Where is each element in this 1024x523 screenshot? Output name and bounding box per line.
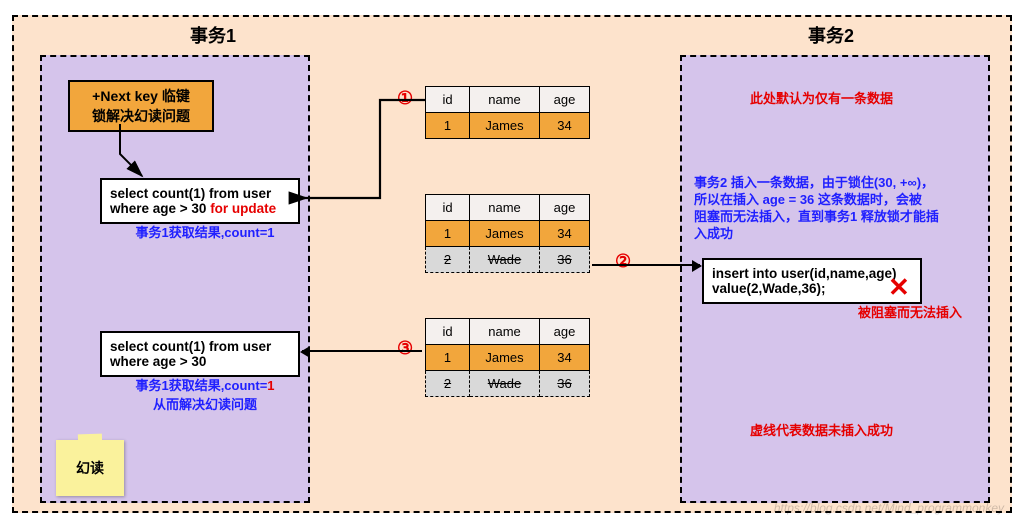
- th-age: age: [540, 319, 590, 345]
- cap3-a: 事务1获取结果,count=: [135, 378, 267, 393]
- step-3-icon: ③: [397, 338, 413, 359]
- td-id: 2: [426, 371, 470, 397]
- td-age: 36: [540, 247, 590, 273]
- th-id: id: [426, 319, 470, 345]
- para-l1: 事务2 插入一条数据，由于锁住(30, +∞)，: [694, 175, 934, 190]
- table-2: idnameage 1James34 2Wade36: [425, 194, 590, 273]
- td-name: James: [470, 345, 540, 371]
- watermark: https://blog.csdn.net/Mind_programmonkey: [774, 501, 1004, 515]
- caption-sql3: 事务1获取结果,count=1 从而解决幻读问题: [110, 375, 300, 413]
- table-row-dashed: 2Wade36: [426, 371, 590, 397]
- table-row: 1James34: [426, 113, 590, 139]
- td-age: 34: [540, 345, 590, 371]
- td-name: Wade: [470, 247, 540, 273]
- sql2-l1: insert into user(id,name,age): [712, 266, 897, 281]
- th-id: id: [426, 87, 470, 113]
- td-name: James: [470, 113, 540, 139]
- cap3-b: 1: [267, 378, 274, 393]
- cap3-c: 从而解决幻读问题: [153, 397, 257, 412]
- table-3-header: idnameage: [426, 319, 590, 345]
- sql1-l2a: where age > 30: [110, 201, 210, 216]
- th-name: name: [470, 195, 540, 221]
- th-name: name: [470, 87, 540, 113]
- sql3-l1: select count(1) from user: [110, 339, 271, 354]
- blocked-note: 被阻塞而无法插入: [858, 302, 962, 321]
- table-row-dashed: 2Wade36: [426, 247, 590, 273]
- note-bottom: 虚线代表数据未插入成功: [750, 420, 893, 439]
- td-id: 1: [426, 345, 470, 371]
- caption-sql1: 事务1获取结果,count=1: [120, 222, 290, 241]
- table-2-header: idnameage: [426, 195, 590, 221]
- th-age: age: [540, 87, 590, 113]
- title-tx2: 事务2: [808, 22, 854, 48]
- th-age: age: [540, 195, 590, 221]
- table-1: idnameage 1James34: [425, 86, 590, 139]
- sql1-for-update: for update: [210, 201, 276, 216]
- sticky-text: 幻读: [76, 458, 104, 478]
- sql-box-3: select count(1) from user where age > 30: [100, 331, 300, 377]
- td-age: 36: [540, 371, 590, 397]
- title-tx1: 事务1: [190, 22, 236, 48]
- td-id: 2: [426, 247, 470, 273]
- step-1-icon: ①: [397, 88, 413, 109]
- th-name: name: [470, 319, 540, 345]
- td-id: 1: [426, 113, 470, 139]
- td-name: James: [470, 221, 540, 247]
- table-row: 1James34: [426, 221, 590, 247]
- sql2-l2: value(2,Wade,36);: [712, 281, 826, 296]
- note-top: 此处默认为仅有一条数据: [750, 88, 893, 107]
- step-2-icon: ②: [615, 251, 631, 272]
- next-key-box: +Next key 临键 锁解决幻读问题: [68, 80, 214, 132]
- arrow-step3: [302, 350, 422, 352]
- next-key-l2: 锁解决幻读问题: [92, 108, 190, 124]
- sticky-phantom-read: 幻读: [56, 440, 124, 496]
- para-l2: 所以在插入 age = 36 这条数据时，会被: [694, 192, 922, 207]
- para-l4: 入成功: [694, 226, 733, 241]
- table-row: 1James34: [426, 345, 590, 371]
- cross-icon: ✕: [888, 272, 910, 303]
- sql3-l2: where age > 30: [110, 354, 206, 369]
- td-name: Wade: [470, 371, 540, 397]
- th-id: id: [426, 195, 470, 221]
- next-key-l1: +Next key 临键: [92, 88, 190, 104]
- td-age: 34: [540, 221, 590, 247]
- table-3: idnameage 1James34 2Wade36: [425, 318, 590, 397]
- para-l3: 阻塞而无法插入，直到事务1 释放锁才能插: [694, 209, 939, 224]
- arrow-step2: [592, 264, 700, 266]
- td-age: 34: [540, 113, 590, 139]
- explain-para: 事务2 插入一条数据，由于锁住(30, +∞)， 所以在插入 age = 36 …: [694, 175, 984, 243]
- table-1-header: idnameage: [426, 87, 590, 113]
- sql-box-1: select count(1) from user where age > 30…: [100, 178, 300, 224]
- td-id: 1: [426, 221, 470, 247]
- sql1-l1: select count(1) from user: [110, 186, 271, 201]
